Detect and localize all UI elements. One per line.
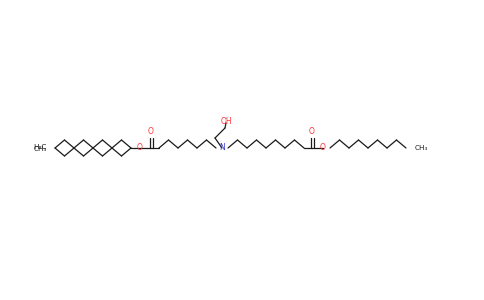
Text: CH₃: CH₃	[415, 145, 428, 151]
Text: CH₃: CH₃	[33, 146, 47, 152]
Text: OH: OH	[220, 116, 232, 125]
Text: O: O	[320, 143, 326, 152]
Text: O: O	[148, 128, 154, 136]
Text: N: N	[219, 143, 225, 152]
Text: H₃C: H₃C	[33, 144, 47, 150]
Text: O: O	[309, 128, 315, 136]
Text: O: O	[137, 143, 143, 152]
